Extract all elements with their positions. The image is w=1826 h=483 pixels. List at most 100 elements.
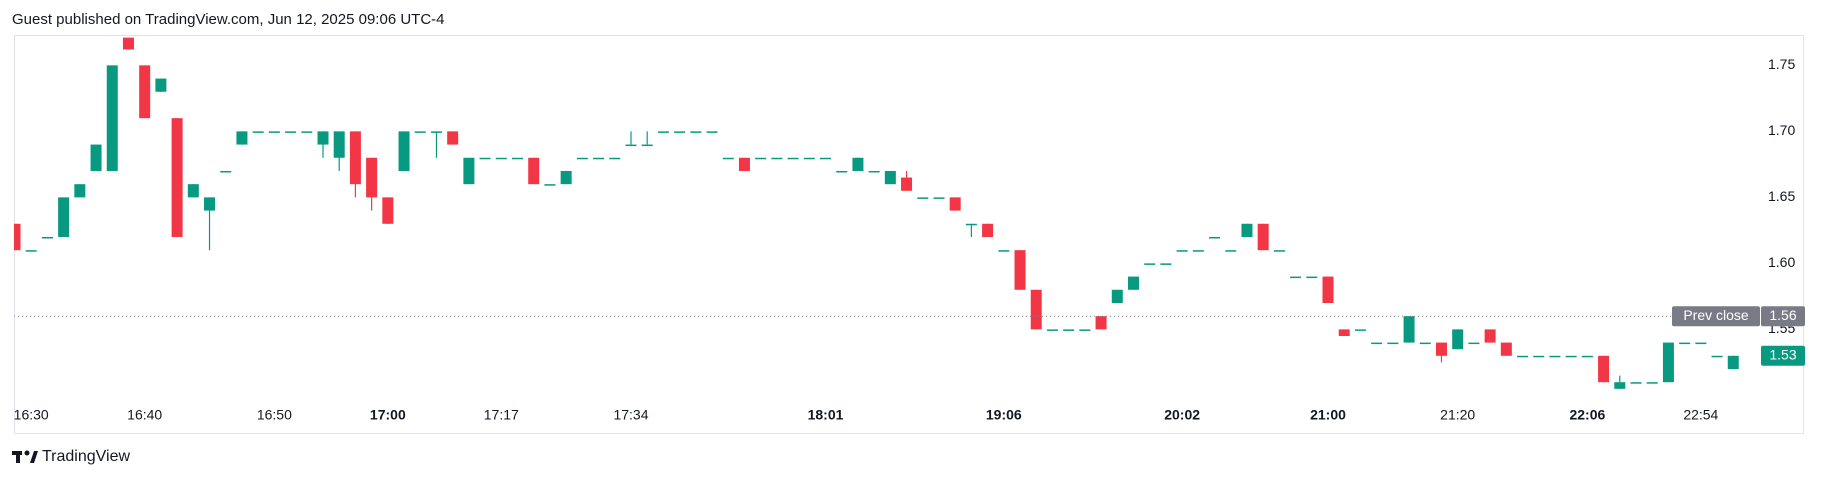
y-tick-label: 1.60 [1768, 254, 1795, 270]
candle-body [447, 131, 459, 145]
candle-body [479, 157, 491, 160]
x-tick-label: 22:06 [1569, 407, 1605, 423]
candle-body [1403, 316, 1415, 343]
x-tick-label: 19:06 [986, 407, 1022, 423]
candle-body [738, 157, 750, 171]
x-tick-label: 17:34 [613, 407, 648, 423]
candle-body [1209, 236, 1221, 239]
candle-body [852, 157, 864, 171]
candle-body [657, 131, 669, 133]
candle-body [1533, 355, 1545, 358]
candle-body [560, 170, 572, 185]
candle-body [349, 131, 361, 185]
x-tick-label: 20:02 [1164, 407, 1200, 423]
candle-body [1435, 342, 1447, 356]
candle-body [495, 157, 507, 160]
candle-body [1014, 250, 1026, 290]
candle-body [1695, 342, 1707, 345]
candle-body [787, 157, 799, 160]
candle-body [544, 184, 556, 186]
candle-body [1565, 355, 1577, 358]
candle-body [1322, 276, 1334, 303]
x-tick-label: 21:00 [1310, 407, 1346, 423]
candle-body [41, 236, 53, 239]
prev-close-value-tag [1761, 306, 1805, 327]
candle-body [1371, 342, 1383, 345]
candle-body [1630, 382, 1642, 384]
candle-body [139, 65, 151, 119]
candle-body [220, 170, 232, 173]
candle-body [998, 250, 1010, 252]
last-price-tag [1761, 345, 1805, 366]
candle-body [820, 157, 831, 160]
candle-body [1614, 382, 1626, 389]
candle-body [1711, 355, 1723, 358]
candle-body [14, 223, 21, 251]
candle-body [771, 157, 783, 160]
candle-body [398, 131, 410, 171]
candle-body [366, 157, 378, 198]
candle-body [1046, 329, 1058, 331]
candle-body [625, 144, 637, 147]
candle-body [755, 157, 767, 160]
candle-body [90, 144, 102, 171]
candle-body [1306, 276, 1318, 279]
candle-body [1063, 329, 1075, 331]
candle-body [576, 157, 588, 160]
candle-body [430, 131, 442, 133]
x-tick-label: 21:20 [1440, 407, 1475, 423]
candle-body [1095, 316, 1107, 330]
candle-body [1727, 355, 1739, 369]
candle-body [609, 157, 621, 160]
x-tick-label: 17:00 [370, 407, 406, 423]
candle-body [965, 223, 977, 226]
candle-body [641, 144, 653, 147]
candle-body [901, 177, 913, 191]
header-text: Guest published on TradingView.com, Jun … [12, 11, 445, 28]
candle-body [1079, 329, 1091, 331]
candle-body [333, 131, 345, 158]
candle-body [1484, 329, 1496, 343]
x-tick-label: 22:54 [1683, 407, 1718, 423]
candle-body [1111, 289, 1123, 303]
candle-body [122, 37, 134, 50]
footer-brand: TradingView [42, 448, 130, 465]
x-tick-label: 17:17 [484, 407, 519, 423]
x-tick-label: 18:01 [808, 407, 844, 423]
candle-body [1127, 276, 1139, 290]
candle-body [204, 197, 216, 211]
candle-body [463, 157, 475, 185]
plot [14, 37, 1739, 389]
candle-body [1517, 355, 1529, 358]
candle-body [593, 157, 605, 160]
candle-body [706, 131, 718, 133]
y-tick-label: 1.75 [1768, 56, 1795, 72]
x-tick-label: 16:40 [127, 407, 162, 423]
candle-body [1662, 342, 1674, 383]
candle-body [836, 170, 848, 173]
candle-body [1290, 276, 1302, 279]
candle-body [949, 197, 961, 211]
candle-body [285, 131, 297, 133]
y-tick-label: 1.65 [1768, 188, 1795, 204]
x-tick-label: 16:30 [14, 407, 49, 423]
candle-body [1273, 250, 1285, 252]
footer-logo [12, 450, 38, 463]
candle-body [1581, 355, 1593, 358]
candle-body [1419, 342, 1431, 345]
candle-body [1160, 263, 1172, 265]
candle-body [1241, 223, 1253, 237]
candle-body [803, 157, 815, 160]
candle-body [1468, 342, 1480, 345]
candle-body [317, 131, 329, 145]
candle-body [528, 157, 540, 185]
last-price-label: 1.53 [1769, 346, 1796, 362]
candle-body [382, 197, 394, 224]
candle-body [1387, 342, 1399, 345]
candle-body [1225, 250, 1237, 252]
candle-body [1452, 329, 1464, 350]
candle-body [1354, 329, 1366, 331]
candle-body [722, 157, 734, 160]
